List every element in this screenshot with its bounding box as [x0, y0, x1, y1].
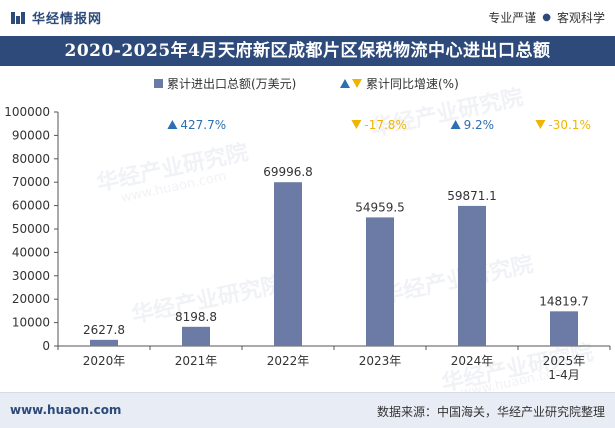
growth-down-marker [351, 120, 362, 129]
footer-url-link[interactable]: www.huaon.com [10, 403, 122, 417]
y-tick-label: 60000 [12, 199, 50, 213]
growth-label: -17.8% [364, 118, 406, 132]
legend-growth-label: 累计同比增速(%) [366, 77, 459, 91]
bar [90, 339, 118, 346]
bar [458, 205, 486, 346]
footer: www.huaon.com 数据来源：中国海关，华经产业研究院整理 [0, 392, 615, 428]
bar-value-label: 2627.8 [83, 323, 125, 337]
slogan-separator: ● [542, 12, 551, 23]
bar-chart: 0 10000 20000 30000 40000 50000 60000 70000 8000… [4, 105, 611, 382]
y-tick-label: 10000 [12, 316, 50, 330]
x-tick-label: 1-4月 [548, 368, 580, 382]
footer-source: 数据来源：中国海关，华经产业研究院整理 [376, 405, 605, 419]
slogan-tag-2: 客观科学 [556, 11, 605, 25]
y-tick-label: 100000 [4, 105, 50, 119]
brand[interactable]: 华经情报网 [10, 8, 102, 27]
slogan-tag-1: 专业严谨 [488, 11, 537, 25]
legend-item-growth: 累计同比增速(%) [340, 75, 459, 92]
y-tick-label: 40000 [12, 245, 50, 259]
x-tick-label: 2022年 [267, 354, 310, 368]
bar-value-label: 8198.8 [175, 310, 217, 324]
bar-value-label: 59871.1 [447, 189, 497, 203]
y-tick-label: 50000 [12, 222, 50, 236]
growth-up-marker [450, 120, 461, 129]
brand-logo-icon [11, 11, 25, 24]
header-bar: 华经情报网 专业严谨 ● 客观科学 [0, 0, 615, 36]
y-tick-label: 70000 [12, 175, 50, 189]
y-tick-label: 30000 [12, 269, 50, 283]
bar-value-label: 69996.8 [263, 165, 313, 179]
growth-label: 427.7% [180, 118, 226, 132]
slogan: 专业严谨 ● 客观科学 [488, 9, 605, 26]
bar-value-label: 14819.7 [539, 294, 589, 308]
bar [366, 217, 394, 346]
x-tick-label: 2021年 [175, 354, 218, 368]
y-tick-label: 80000 [12, 152, 50, 166]
x-tick-label: 2024年 [451, 354, 494, 368]
y-tick-label: 90000 [12, 128, 50, 142]
bar [550, 311, 578, 346]
growth-down-marker [535, 120, 546, 129]
bar [274, 182, 302, 346]
chart-legend: 累计进出口总额(万美元) 累计同比增速(%) [0, 75, 615, 93]
legend-item-bar: 累计进出口总额(万美元) [154, 75, 296, 92]
x-tick-label: 2025年 [543, 354, 586, 368]
chart-title: 2020-2025年4月天府新区成都片区保税物流中心进出口总额 [0, 36, 615, 66]
brand-name: 华经情报网 [32, 12, 103, 27]
y-tick-label: 20000 [12, 292, 50, 306]
bar-value-label: 54959.5 [355, 200, 405, 214]
x-tick-label: 2020年 [83, 354, 126, 368]
growth-label: 9.2% [464, 118, 495, 132]
x-tick-label: 2023年 [359, 354, 402, 368]
y-tick-label: 0 [42, 339, 50, 353]
growth-up-marker [167, 120, 178, 129]
legend-bar-label: 累计进出口总额(万美元) [167, 77, 297, 91]
legend-growth-triangles-icon [340, 79, 362, 88]
growth-label: -30.1% [548, 118, 590, 132]
bar [182, 326, 210, 346]
legend-bar-swatch [154, 79, 163, 88]
